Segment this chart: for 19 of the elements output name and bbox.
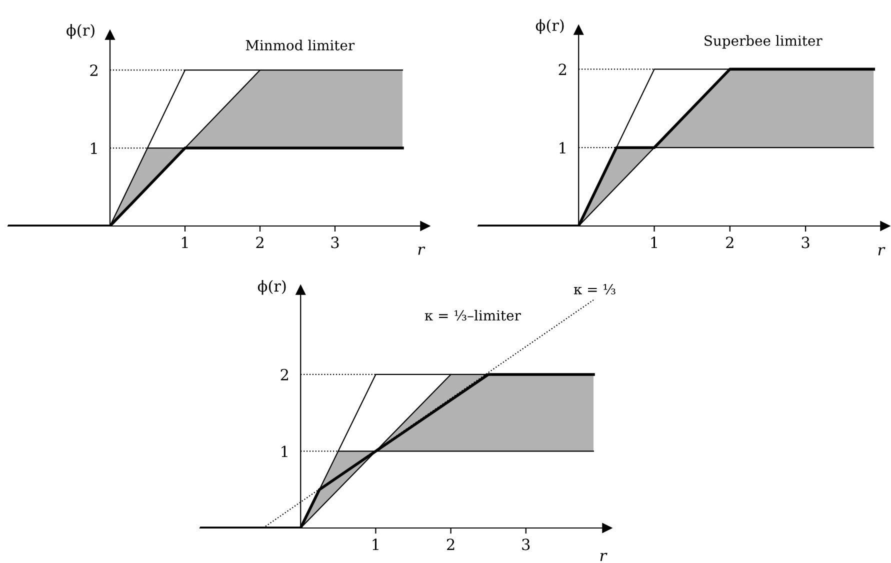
x-tick-label: 3 xyxy=(802,236,810,248)
x-axis-title: r xyxy=(878,247,886,256)
x-tick-label: 2 xyxy=(446,538,454,550)
x-tick-label: 2 xyxy=(726,236,734,248)
x-tick-label: 3 xyxy=(522,538,530,550)
x-tick-label: 3 xyxy=(331,236,339,248)
annotation: κ = ⅓ xyxy=(574,284,616,294)
chart-title: Superbee limiter xyxy=(704,35,822,49)
x-tick-label: 1 xyxy=(651,236,657,248)
x-tick-label: 1 xyxy=(372,538,378,550)
y-axis-title: ϕ(r) xyxy=(66,24,94,39)
x-axis-title: r xyxy=(600,552,608,562)
x-axis-title: r xyxy=(418,246,426,255)
x-tick-label: 1 xyxy=(182,236,188,248)
chart-title: Minmod limiter xyxy=(246,40,355,50)
x-tick-label: 2 xyxy=(256,236,264,248)
y-axis-title: ϕ(r) xyxy=(258,280,286,295)
annotation: κ = ⅓–limiter xyxy=(424,310,521,321)
y-axis-title: ϕ(r) xyxy=(536,19,564,34)
